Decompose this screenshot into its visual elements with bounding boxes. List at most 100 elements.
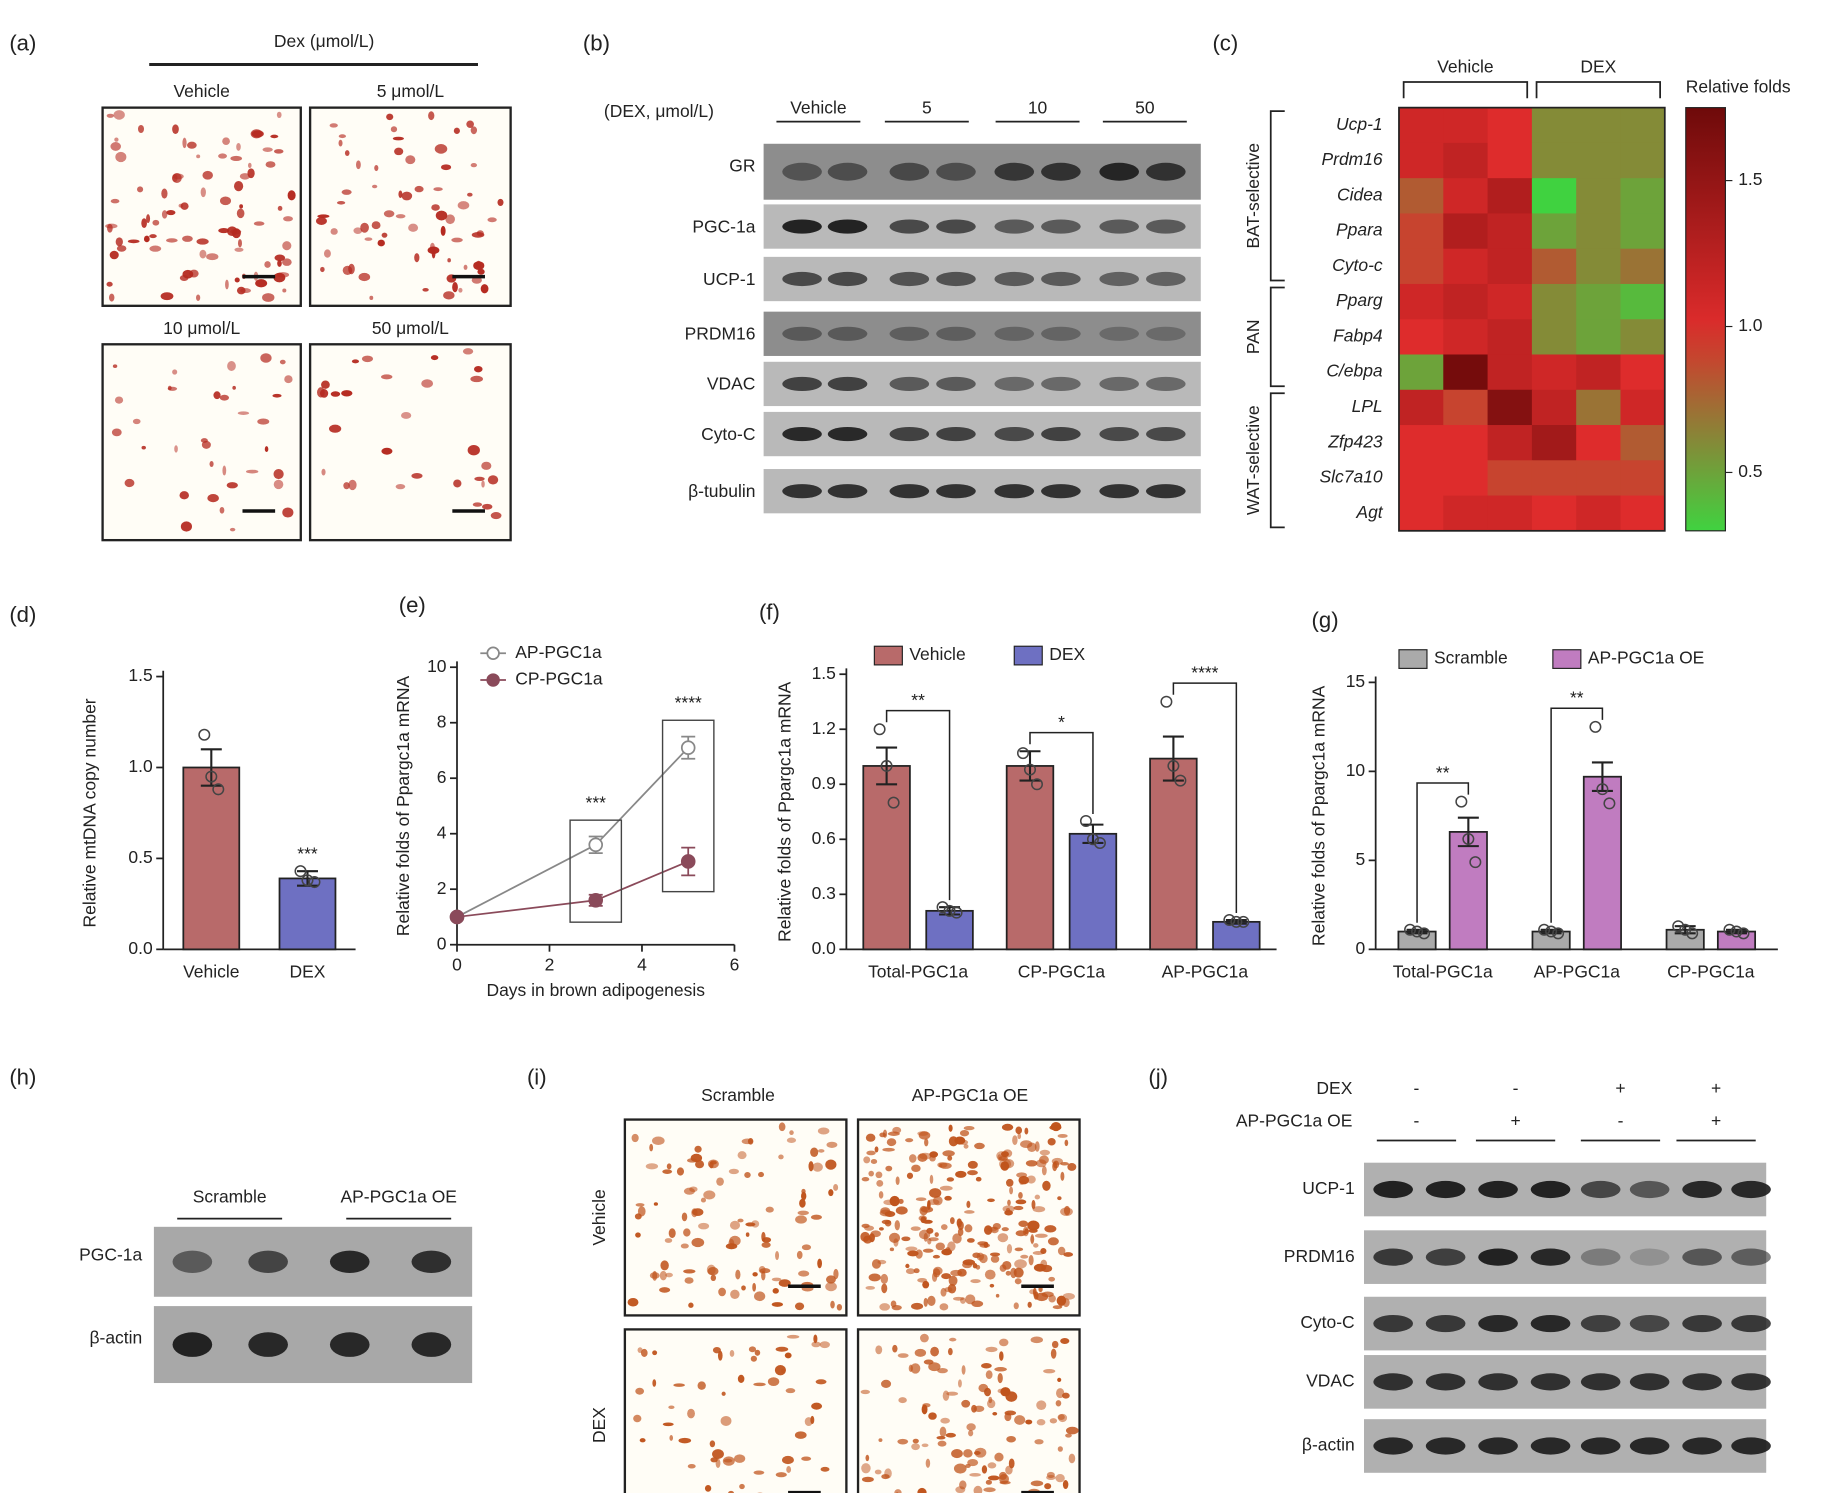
lipid-droplet <box>401 411 412 419</box>
x-tick-label: 6 <box>730 954 740 974</box>
lipid-droplet <box>939 1162 952 1169</box>
band <box>1099 162 1140 181</box>
lipid-droplet <box>680 1243 689 1249</box>
lipid-droplet <box>741 1285 746 1291</box>
legend-label: Scramble <box>1434 648 1508 668</box>
data-point <box>873 723 886 736</box>
lipid-droplet <box>1025 1419 1033 1425</box>
lipid-droplet <box>992 1411 998 1416</box>
legend-label: AP-PGC1a <box>515 642 602 662</box>
data-point <box>1086 833 1099 846</box>
band <box>1682 1248 1722 1266</box>
label: UCP-1 <box>1302 1178 1354 1198</box>
lipid-droplet <box>428 111 435 121</box>
lipid-droplet <box>635 1387 645 1395</box>
lipid-droplet <box>180 202 189 210</box>
lipid-droplet <box>1004 1410 1017 1416</box>
lipid-droplet <box>336 200 346 205</box>
heat-cell <box>1443 460 1489 497</box>
lipid-droplet <box>962 1261 973 1269</box>
heat-cell <box>1620 389 1666 426</box>
lipid-droplet <box>640 1348 648 1357</box>
lipid-droplet <box>917 1131 929 1136</box>
lipid-droplet <box>984 1269 996 1280</box>
label: β-tubulin <box>688 481 755 501</box>
lipid-droplet <box>771 1277 782 1282</box>
heat-cell <box>1576 283 1622 320</box>
error-bar <box>1406 928 1428 935</box>
lipid-droplet <box>110 198 120 204</box>
label: Vehicle <box>174 81 230 101</box>
heat-cell <box>1576 142 1622 179</box>
label: WAT-selective <box>1243 405 1263 515</box>
band <box>1373 1314 1413 1333</box>
label: UCP-1 <box>703 269 755 289</box>
lipid-droplet <box>910 1363 921 1374</box>
y-tick-label: 1.2 <box>812 718 836 738</box>
lipid-droplet <box>414 185 424 193</box>
heat-cell <box>1443 142 1489 179</box>
band <box>1145 484 1186 499</box>
band <box>936 162 976 181</box>
lipid-droplet <box>912 1438 919 1444</box>
lipid-droplet <box>966 1200 971 1209</box>
heat-cell <box>1576 354 1622 391</box>
lipid-droplet <box>475 260 482 269</box>
lipid-droplet <box>284 375 293 384</box>
lipid-droplet <box>985 1370 993 1380</box>
y-tick-label: 1.0 <box>128 756 153 776</box>
heat-cell <box>1398 248 1444 285</box>
heat-cell <box>1443 283 1489 320</box>
lipid-droplet <box>141 445 146 450</box>
colorbar <box>1685 107 1726 532</box>
colorbar-tick-label: 1.0 <box>1738 315 1763 335</box>
data-point <box>1167 759 1180 772</box>
label: Slc7a10 <box>1320 467 1383 487</box>
lipid-droplet <box>265 161 276 168</box>
lipid-droplet <box>114 396 124 404</box>
lipid-droplet <box>1006 1244 1013 1254</box>
lipid-droplet <box>878 1227 884 1231</box>
label: Vehicle <box>790 97 846 117</box>
lipid-droplet <box>861 1176 870 1182</box>
data-point <box>294 865 307 878</box>
label: Pparg <box>1336 290 1383 310</box>
band <box>1629 1373 1670 1391</box>
lipid-droplet <box>440 225 446 236</box>
lipid-droplet <box>957 1268 967 1277</box>
heat-cell <box>1398 319 1444 356</box>
lipid-droplet <box>864 1225 875 1231</box>
lipid-droplet <box>753 1291 766 1302</box>
lipid-droplet <box>1010 1267 1017 1279</box>
lipid-droplet <box>664 1238 673 1243</box>
significance-box <box>661 719 715 893</box>
lipid-droplet <box>149 234 157 239</box>
lipid-droplet <box>229 527 236 532</box>
lipid-droplet <box>879 1303 891 1311</box>
lipid-droplet <box>467 445 480 456</box>
band <box>411 1250 452 1273</box>
lipid-droplet <box>1048 1276 1056 1282</box>
lipid-droplet <box>984 1387 992 1397</box>
lipid-droplet <box>166 238 178 243</box>
lipid-droplet <box>932 1254 940 1259</box>
heat-cell <box>1576 495 1622 532</box>
heat-cell <box>1487 389 1533 426</box>
lipid-droplet <box>700 1197 707 1203</box>
data-point <box>880 759 893 772</box>
lipid-droplet <box>152 219 160 226</box>
lipid-droplet <box>115 237 123 247</box>
lipid-droplet <box>716 1177 724 1186</box>
band <box>1629 1248 1670 1266</box>
lipid-droplet <box>262 147 273 152</box>
data-point <box>198 728 211 741</box>
lipid-droplet <box>758 1171 765 1178</box>
label: DEX <box>589 1407 609 1443</box>
band <box>889 484 930 499</box>
lipid-droplet <box>321 468 326 476</box>
label: Prdm16 <box>1321 149 1382 169</box>
band <box>248 1332 288 1357</box>
lipid-droplet <box>109 293 115 302</box>
band <box>1425 1437 1466 1455</box>
heat-cell <box>1620 283 1666 320</box>
